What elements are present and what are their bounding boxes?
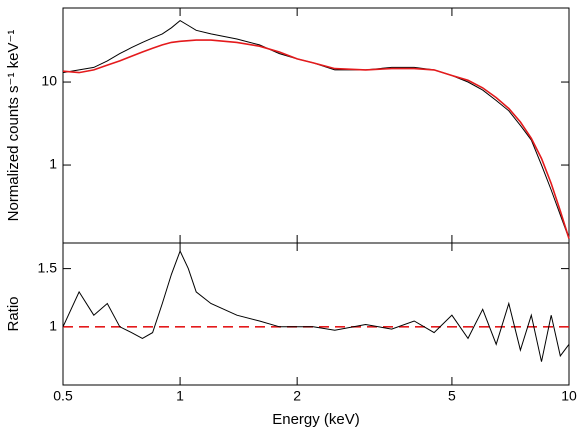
y-axis-label: Ratio — [5, 296, 22, 331]
x-tick-label: 2 — [293, 388, 301, 404]
x-tick-label: 5 — [448, 388, 456, 404]
x-axis-label: Energy (keV) — [272, 411, 360, 428]
y-tick-label: 1 — [49, 156, 57, 172]
y-tick-label: 1 — [49, 318, 57, 334]
x-tick-label: 0.5 — [53, 388, 73, 404]
y-axis-label: Normalized counts s⁻¹ keV⁻¹ — [5, 30, 22, 222]
x-tick-label: 1 — [176, 388, 184, 404]
data-line — [62, 39, 570, 239]
plot-frame — [62, 242, 570, 386]
plot-frame — [62, 7, 570, 244]
y-tick-label: 1.5 — [38, 259, 58, 275]
data-line — [62, 249, 570, 362]
x-tick-label: 10 — [561, 388, 577, 404]
y-tick-label: 10 — [41, 73, 57, 89]
